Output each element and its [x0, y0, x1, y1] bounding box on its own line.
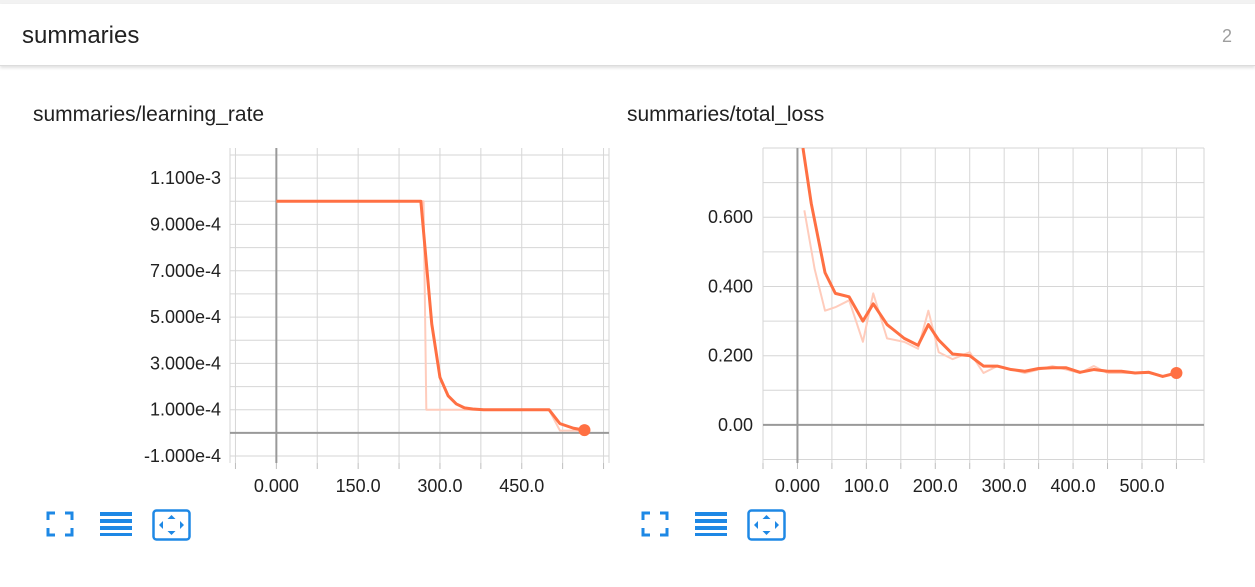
fit-domain-button[interactable] — [152, 509, 192, 546]
learning-rate-chart[interactable]: 1.100e-3 9.000e-4 7.000e-4 5.000e-4 3.000e-4… — [0, 0, 620, 587]
toggle-log-scale-icon — [100, 512, 132, 536]
log-scale-button[interactable] — [694, 509, 728, 544]
x-tick-label: 300.0 — [417, 476, 462, 496]
fullscreen-icon — [46, 511, 74, 537]
y-tick-label: -1.000e-4 — [144, 446, 221, 466]
fullscreen-icon — [641, 511, 669, 537]
y-tick-label: 5.000e-4 — [150, 307, 221, 327]
y-tick-label: 1.100e-3 — [150, 168, 221, 188]
fit-domain-button[interactable] — [747, 509, 787, 546]
category-header[interactable]: summaries 2 — [0, 4, 1255, 66]
x-tick-label: 150.0 — [336, 476, 381, 496]
top-strip — [0, 0, 1255, 4]
category-count: 2 — [1221, 26, 1232, 46]
y-tick-label: 1.000e-4 — [150, 400, 221, 420]
chart-card-learning-rate: summaries/learning_rate — [0, 90, 600, 560]
fullscreen-button[interactable] — [640, 509, 670, 544]
toggle-log-scale-icon — [695, 512, 727, 536]
chart-title: summaries/total_loss — [627, 103, 825, 126]
x-tick-label: 0.000 — [254, 476, 299, 496]
y-tick-label: 3.000e-4 — [150, 353, 221, 373]
chart-card-total-loss: summaries/total_loss — [600, 90, 1200, 560]
log-scale-button[interactable] — [99, 509, 133, 544]
fullscreen-button[interactable] — [45, 509, 75, 544]
fit-domain-icon — [152, 509, 191, 541]
last-value-marker — [578, 424, 591, 437]
y-tick-label: 9.000e-4 — [150, 214, 221, 234]
fit-domain-icon — [747, 509, 786, 541]
grid — [229, 148, 610, 463]
x-tick-label: 450.0 — [499, 476, 544, 496]
y-tick-label: 7.000e-4 — [150, 261, 221, 281]
smoothed-series-line — [276, 199, 585, 432]
chart-title: summaries/learning_rate — [33, 103, 265, 126]
category-title: summaries — [22, 22, 140, 49]
